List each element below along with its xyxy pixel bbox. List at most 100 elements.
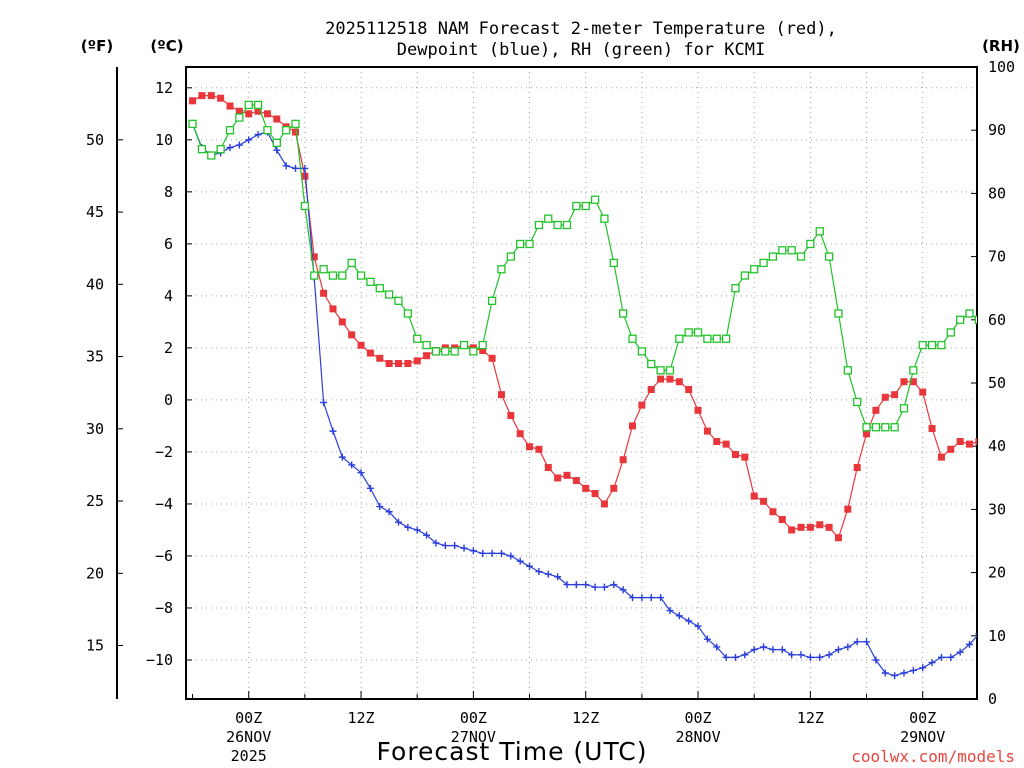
rh-tick-label: 100 — [988, 58, 1015, 76]
rh-point — [263, 126, 272, 135]
2-meter-temperature-point — [937, 453, 945, 461]
dewpoint-point — [329, 427, 337, 435]
rh-point — [572, 201, 581, 211]
dewpoint-point — [488, 549, 496, 557]
dewpoint-point — [966, 640, 974, 648]
rh-point — [291, 119, 300, 129]
dewpoint-point — [376, 503, 384, 511]
dewpoint-point — [919, 664, 927, 672]
x-tick-label: 00Z — [235, 709, 262, 727]
2-meter-temperature-point — [722, 440, 730, 448]
2-meter-temperature-point — [535, 445, 543, 453]
2-meter-temperature-point — [844, 505, 852, 513]
chart-subtitle: Dewpoint (blue), RH (green) for KCMI — [397, 40, 765, 60]
plot-area — [188, 92, 1010, 680]
2-meter-temperature-point — [329, 305, 337, 313]
2-meter-temperature-point — [788, 526, 796, 534]
2-meter-temperature-point — [778, 516, 786, 524]
dewpoint-point — [282, 162, 290, 170]
2-meter-temperature-point — [816, 521, 824, 529]
2-meter-temperature-point — [610, 484, 618, 492]
dewpoint-point — [844, 643, 852, 651]
rh-point — [403, 309, 413, 318]
dewpoint-point — [675, 612, 683, 620]
rh-point — [516, 239, 525, 249]
rh-point — [881, 423, 890, 432]
2-meter-temperature-point — [863, 430, 871, 438]
rh-point — [441, 347, 450, 356]
dewpoint-point — [572, 581, 580, 589]
fahrenheit-tick-label: 20 — [86, 564, 104, 582]
rh-point — [918, 340, 927, 350]
tick-labels: 121086420−2−4−6−8−1050454035302520151009… — [86, 58, 1015, 765]
rh-tick-label: 80 — [988, 184, 1006, 202]
dewpoint-point — [619, 586, 627, 594]
rh-point — [759, 258, 768, 268]
rh-point — [985, 329, 992, 336]
rh-point — [413, 334, 422, 343]
dewpoint-point — [554, 573, 562, 581]
rh-point — [216, 145, 225, 154]
rh-point — [375, 284, 384, 293]
rh-point — [310, 271, 319, 280]
2-meter-temperature-point — [376, 354, 384, 362]
rh-tick-label: 0 — [988, 690, 997, 708]
x-tick-label: 12Z — [797, 709, 824, 727]
dewpoint-point — [394, 518, 402, 526]
series-group — [188, 92, 1010, 680]
dewpoint-point — [788, 651, 796, 659]
dewpoint-point — [909, 666, 917, 674]
2-meter-temperature-point — [526, 443, 534, 451]
rh-tick-label: 10 — [988, 627, 1006, 645]
credit-text: coolwx.com/models — [851, 747, 1015, 766]
rh-point — [253, 100, 263, 110]
rh-point — [282, 126, 291, 135]
dewpoint-point — [834, 646, 842, 654]
rh-point — [909, 366, 918, 375]
2-meter-temperature-point — [292, 128, 300, 136]
rh-point — [197, 145, 207, 154]
rh-point — [974, 315, 977, 324]
rh-point — [994, 342, 1001, 349]
rh-point — [927, 340, 937, 350]
dewpoint-point — [722, 653, 730, 661]
dewpoint-point — [600, 583, 608, 591]
x-axis-label: Forecast Time (UTC) — [377, 737, 648, 766]
rh-point — [815, 227, 824, 236]
dewpoint-point — [507, 552, 515, 560]
dewpoint-point — [731, 653, 739, 661]
rh-point — [497, 265, 506, 274]
2-meter-temperature-point — [853, 464, 861, 472]
2-meter-temperature-point — [1003, 430, 1010, 437]
rh-point — [207, 151, 216, 160]
2-meter-temperature-point — [619, 456, 627, 464]
rh-point — [956, 315, 965, 324]
rh-point — [768, 252, 778, 261]
dewpoint-point — [451, 542, 459, 550]
rh-point — [965, 309, 974, 318]
rh-tick-label: 60 — [988, 311, 1006, 329]
rh-tick-label: 50 — [988, 374, 1006, 392]
dewpoint-point — [853, 638, 861, 646]
dewpoint-point — [647, 594, 655, 602]
dewpoint-point — [657, 594, 665, 602]
2-meter-temperature-point — [975, 438, 977, 446]
dewpoint-point — [235, 141, 243, 149]
rh-point — [506, 252, 515, 261]
2-meter-temperature-point — [189, 97, 197, 105]
x-tick-label: 00Z — [684, 709, 711, 727]
2-meter-temperature-point — [320, 289, 328, 297]
2-meter-temperature-point — [694, 406, 702, 414]
dewpoint-point — [469, 547, 477, 555]
2-meter-temperature-point — [750, 492, 758, 500]
rh-point — [544, 214, 553, 223]
2-meter-temperature-point — [544, 464, 552, 472]
2-meter-temperature-point — [760, 497, 768, 505]
2-meter-temperature-point — [301, 172, 309, 180]
celsius-tick-label: 8 — [164, 183, 173, 201]
2-meter-temperature-point — [338, 318, 346, 326]
2-meter-temperature-point — [404, 359, 412, 367]
2-meter-temperature-point — [956, 438, 964, 446]
dewpoint-point — [863, 638, 871, 646]
x-tick-label: 12Z — [572, 709, 599, 727]
